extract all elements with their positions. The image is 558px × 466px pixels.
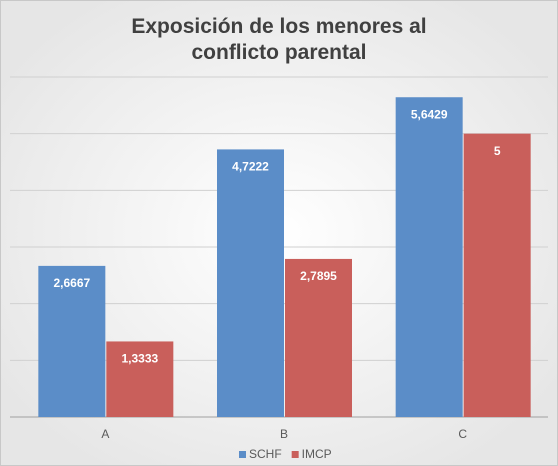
bar: [217, 149, 284, 417]
data-label: 5,6429: [411, 107, 448, 121]
bar: [106, 341, 174, 417]
bar: [395, 97, 463, 418]
data-label: 4,7222: [232, 160, 269, 174]
bar: [285, 258, 352, 417]
bar: [38, 265, 106, 417]
legend-label: IMCP: [302, 447, 332, 461]
data-label: 5: [494, 144, 501, 158]
legend-swatch: [291, 451, 299, 458]
plot-area: A 2,6667 1,3333 B 4,7222 2,7895 C 5,6429 5 SCHF IM…: [10, 76, 548, 461]
x-tick-label: C: [458, 427, 467, 441]
legend-label: SCHF: [249, 447, 282, 461]
legend-swatch: [239, 451, 246, 458]
chart-title: Exposición de los menores al conflicto p…: [131, 15, 427, 64]
x-tick-label: A: [101, 427, 109, 441]
data-label: 2,6667: [53, 276, 90, 290]
data-label: 2,7895: [300, 269, 337, 283]
data-label: 1,3333: [121, 352, 158, 366]
x-tick-label: B: [280, 427, 288, 441]
bar: [463, 133, 531, 417]
